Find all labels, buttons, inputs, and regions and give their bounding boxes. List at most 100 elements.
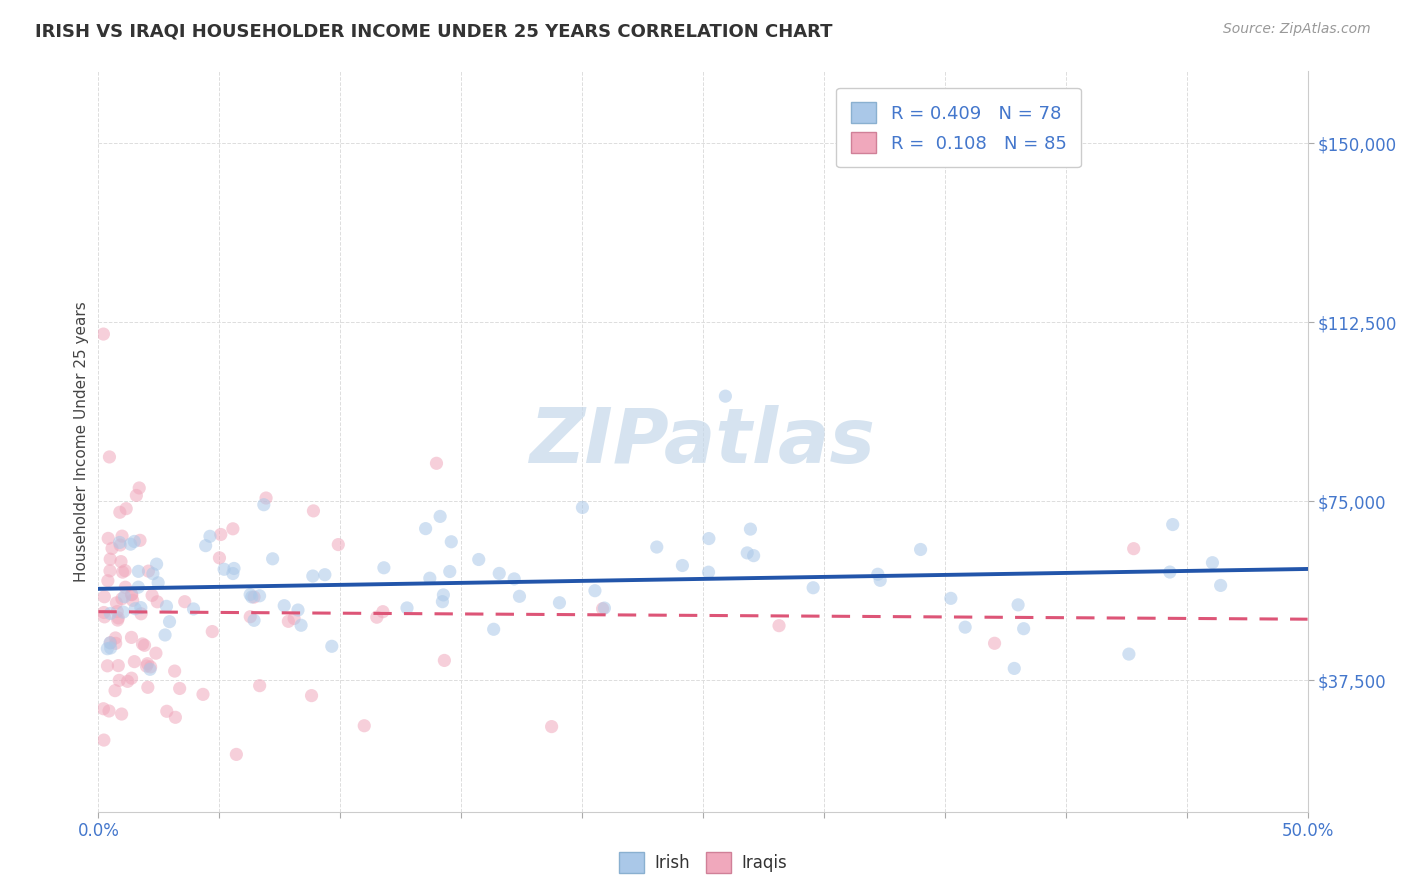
Point: [96, 658, 118, 673]
Point: [201, 624, 224, 639]
Point: [540, 720, 562, 734]
Point: [671, 558, 693, 573]
Point: [287, 603, 309, 617]
Point: [1002, 661, 1025, 675]
Point: [156, 704, 179, 718]
Point: [1007, 598, 1029, 612]
Point: [100, 607, 122, 621]
Point: [419, 571, 441, 585]
Point: [120, 537, 142, 551]
Point: [129, 533, 152, 548]
Point: [121, 631, 143, 645]
Y-axis label: Householder Income Under 25 years: Householder Income Under 25 years: [75, 301, 89, 582]
Point: [1161, 517, 1184, 532]
Point: [249, 679, 271, 693]
Point: [129, 600, 152, 615]
Point: [714, 389, 737, 403]
Point: [101, 541, 124, 556]
Point: [100, 636, 122, 650]
Point: [593, 601, 616, 615]
Point: [124, 655, 146, 669]
Point: [96, 641, 118, 656]
Point: [328, 538, 350, 552]
Point: [131, 637, 153, 651]
Point: [910, 542, 932, 557]
Point: [198, 529, 221, 543]
Point: [135, 659, 157, 673]
Point: [104, 636, 127, 650]
Point: [222, 522, 245, 536]
Point: [155, 599, 177, 614]
Point: [146, 575, 169, 590]
Text: IRISH VS IRAQI HOUSEHOLDER INCOME UNDER 25 YEARS CORRELATION CHART: IRISH VS IRAQI HOUSEHOLDER INCOME UNDER …: [35, 22, 832, 40]
Point: [121, 587, 143, 601]
Text: Source: ZipAtlas.com: Source: ZipAtlas.com: [1223, 22, 1371, 37]
Point: [107, 658, 129, 673]
Point: [128, 481, 150, 495]
Point: [240, 590, 263, 604]
Point: [432, 588, 454, 602]
Point: [983, 636, 1005, 650]
Point: [112, 605, 135, 619]
Point: [98, 636, 121, 650]
Point: [97, 574, 120, 588]
Point: [93, 590, 115, 604]
Point: [482, 622, 505, 636]
Point: [165, 710, 187, 724]
Point: [273, 599, 295, 613]
Point: [146, 595, 169, 609]
Point: [249, 589, 271, 603]
Point: [100, 640, 122, 655]
Point: [107, 611, 129, 625]
Point: [110, 706, 132, 721]
Point: [314, 567, 336, 582]
Point: [277, 615, 299, 629]
Point: [395, 601, 418, 615]
Point: [243, 590, 266, 604]
Point: [254, 491, 277, 505]
Point: [121, 588, 143, 602]
Point: [583, 583, 606, 598]
Point: [93, 327, 115, 342]
Point: [111, 565, 134, 579]
Point: [114, 580, 136, 594]
Point: [353, 719, 375, 733]
Point: [121, 593, 143, 607]
Legend: R = 0.409   N = 78, R =  0.108   N = 85: R = 0.409 N = 78, R = 0.108 N = 85: [837, 87, 1081, 168]
Point: [97, 532, 120, 546]
Point: [239, 588, 262, 602]
Point: [432, 594, 454, 608]
Point: [98, 704, 121, 718]
Point: [117, 674, 139, 689]
Point: [953, 620, 976, 634]
Point: [141, 588, 163, 602]
Point: [439, 565, 461, 579]
Point: [136, 657, 159, 671]
Point: [467, 552, 489, 566]
Point: [801, 581, 824, 595]
Point: [153, 628, 176, 642]
Point: [697, 565, 720, 579]
Point: [105, 605, 128, 619]
Point: [108, 538, 131, 552]
Point: [127, 565, 149, 579]
Point: [503, 572, 526, 586]
Point: [138, 564, 160, 578]
Point: [98, 450, 121, 464]
Point: [869, 574, 891, 588]
Point: [262, 551, 284, 566]
Point: [93, 606, 115, 620]
Legend: Irish, Iraqis: Irish, Iraqis: [612, 846, 794, 880]
Point: [243, 613, 266, 627]
Point: [1118, 647, 1140, 661]
Point: [425, 456, 447, 470]
Point: [98, 564, 121, 578]
Point: [104, 631, 127, 645]
Point: [142, 566, 165, 581]
Point: [124, 534, 146, 549]
Point: [194, 539, 217, 553]
Point: [548, 596, 571, 610]
Point: [697, 532, 720, 546]
Point: [107, 613, 129, 627]
Point: [1201, 556, 1223, 570]
